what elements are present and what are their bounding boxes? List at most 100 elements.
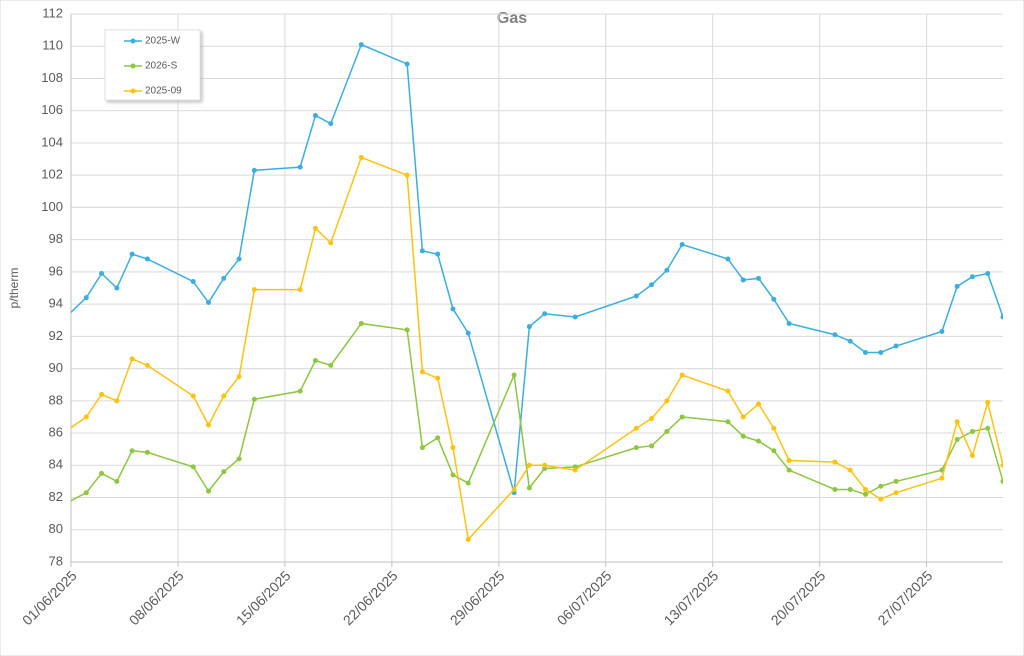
legend: 2025-W 2026-S 2025-09 <box>104 29 201 101</box>
point <box>832 332 838 338</box>
point <box>756 275 762 281</box>
point <box>297 164 303 170</box>
point <box>633 293 639 299</box>
point <box>969 453 975 459</box>
point <box>435 435 441 441</box>
y-tick-label: 92 <box>49 328 63 343</box>
point <box>465 330 471 336</box>
point <box>251 287 257 293</box>
point <box>404 172 410 178</box>
point <box>526 485 532 491</box>
point <box>862 486 868 492</box>
point <box>221 469 227 475</box>
point <box>740 414 746 420</box>
point <box>526 462 532 468</box>
point <box>771 296 777 302</box>
point <box>206 300 212 306</box>
point <box>144 256 150 262</box>
point <box>99 391 105 397</box>
point <box>419 369 425 375</box>
point <box>358 320 364 326</box>
y-tick-label: 82 <box>49 489 63 504</box>
point <box>740 277 746 283</box>
point <box>572 467 578 473</box>
point <box>633 425 639 431</box>
series <box>71 154 1003 542</box>
y-tick-label: 78 <box>49 553 63 568</box>
point <box>832 486 838 492</box>
y-tick-label: 80 <box>49 521 63 536</box>
point <box>878 349 884 355</box>
point <box>649 282 655 288</box>
point <box>236 456 242 462</box>
legend-marker <box>130 63 136 69</box>
y-tick-label: 112 <box>42 5 63 20</box>
point <box>985 425 991 431</box>
point <box>1000 314 1003 320</box>
point <box>985 399 991 405</box>
y-tick-label: 108 <box>41 70 63 85</box>
point <box>786 467 792 473</box>
point <box>114 285 120 291</box>
y-tick-label: 96 <box>49 263 63 278</box>
point <box>847 486 853 492</box>
y-tick-label: 104 <box>41 134 63 149</box>
point <box>206 422 212 428</box>
y-axis-label: p/therm <box>7 268 21 309</box>
legend-label: 2025-W <box>145 36 181 47</box>
point <box>1000 462 1003 468</box>
y-tick-label: 86 <box>49 424 63 439</box>
legend-label: 2025-09 <box>145 86 182 97</box>
point <box>954 419 960 425</box>
point <box>511 486 517 492</box>
y-tick-label: 110 <box>42 38 63 53</box>
point <box>756 401 762 407</box>
point <box>1000 478 1003 484</box>
y-tick-label: 88 <box>49 392 63 407</box>
point <box>328 362 334 368</box>
point <box>649 416 655 422</box>
point <box>190 393 196 399</box>
point <box>526 324 532 330</box>
point <box>221 393 227 399</box>
point <box>893 490 899 496</box>
point <box>114 398 120 404</box>
point <box>572 314 578 320</box>
series <box>71 42 1003 496</box>
point <box>771 448 777 454</box>
point <box>450 306 456 312</box>
point <box>771 425 777 431</box>
point <box>740 433 746 439</box>
y-tick-label: 106 <box>41 102 63 117</box>
point <box>144 362 150 368</box>
point <box>878 496 884 502</box>
point <box>236 256 242 262</box>
point <box>190 279 196 285</box>
y-tick-label: 90 <box>49 360 63 375</box>
legend-box <box>104 29 201 101</box>
chart-title: Gas <box>497 10 527 27</box>
point <box>862 349 868 355</box>
point <box>878 483 884 489</box>
point <box>206 488 212 494</box>
point <box>83 414 89 420</box>
y-tick-label: 84 <box>49 457 63 472</box>
legend-marker <box>130 38 136 44</box>
point <box>542 311 548 317</box>
point <box>633 445 639 451</box>
point <box>435 375 441 381</box>
point <box>297 287 303 293</box>
point <box>251 167 257 173</box>
point <box>786 320 792 326</box>
point <box>954 437 960 443</box>
point <box>358 42 364 48</box>
point <box>312 113 318 119</box>
point <box>312 358 318 364</box>
legend-label: 2026-S <box>145 61 178 72</box>
y-tick-label: 102 <box>41 167 63 182</box>
point <box>679 241 685 247</box>
point <box>358 154 364 160</box>
point <box>969 428 975 434</box>
point <box>450 445 456 451</box>
point <box>679 414 685 420</box>
